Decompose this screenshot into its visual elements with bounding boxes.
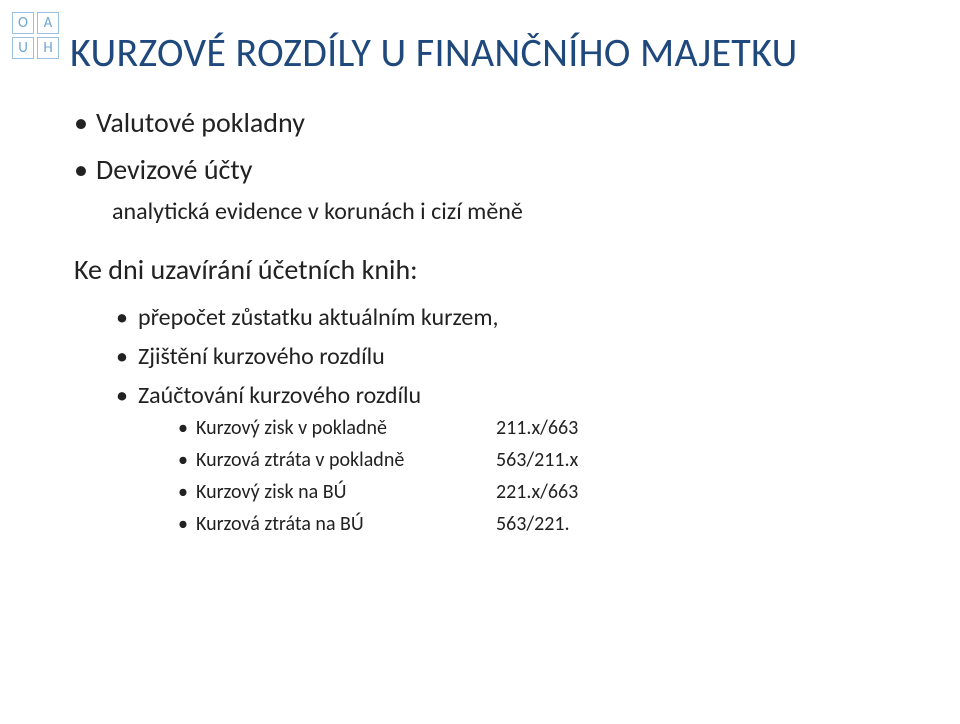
lvl3-value-0: 211.x/663 — [496, 416, 910, 440]
section-label: Ke dni uzavírání účetních knih: — [74, 252, 910, 287]
logo-cell-a: A — [37, 12, 59, 34]
logo-grid: O A U H — [12, 12, 59, 59]
lvl3-row-0: Kurzový zisk v pokladně 211.x/663 — [178, 416, 910, 440]
lvl3-row-3: Kurzová ztráta na BÚ 563/221. — [178, 512, 910, 536]
lvl3-row-1: Kurzová ztráta v pokladně 563/211.x — [178, 448, 910, 472]
sub-note: analytická evidence v korunách i cizí mě… — [70, 197, 910, 226]
bullet-list-lvl1: Valutové pokladny Devizové účty — [70, 105, 910, 187]
bullet-item-devizove: Devizové účty — [74, 152, 910, 187]
logo-cell-u: U — [12, 37, 34, 59]
bullet-list-lvl3: Kurzový zisk v pokladně 211.x/663 Kurzov… — [138, 416, 910, 536]
lvl2-item-0: přepočet zůstatku aktuálním kurzem, — [116, 303, 910, 332]
slide: O A U H KURZOVÉ ROZDÍLY U FINANČNÍHO MAJ… — [0, 0, 960, 724]
lvl2-item-2-text: Zaúčtování kurzového rozdílu — [138, 381, 421, 410]
lvl2-item-1: Zjištění kurzového rozdílu — [116, 342, 910, 371]
lvl3-label-0: Kurzový zisk v pokladně — [196, 416, 496, 440]
lvl3-label-1: Kurzová ztráta v pokladně — [196, 448, 496, 472]
lvl3-value-2: 221.x/663 — [496, 480, 910, 504]
lvl3-label-2: Kurzový zisk na BÚ — [196, 480, 496, 504]
logo: O A U H — [12, 12, 59, 59]
logo-cell-h: H — [37, 37, 59, 59]
bullet-list-lvl2: přepočet zůstatku aktuálním kurzem, Zjiš… — [70, 303, 910, 536]
bullet-item-valutove: Valutové pokladny — [74, 105, 910, 140]
lvl3-value-3: 563/221. — [496, 512, 910, 536]
slide-title: KURZOVÉ ROZDÍLY U FINANČNÍHO MAJETKU — [70, 28, 910, 77]
lvl2-item-2: Zaúčtování kurzového rozdílu Kurzový zis… — [116, 381, 910, 536]
lvl3-value-1: 563/211.x — [496, 448, 910, 472]
lvl3-label-3: Kurzová ztráta na BÚ — [196, 512, 496, 536]
lvl3-row-2: Kurzový zisk na BÚ 221.x/663 — [178, 480, 910, 504]
logo-cell-o: O — [12, 12, 34, 34]
